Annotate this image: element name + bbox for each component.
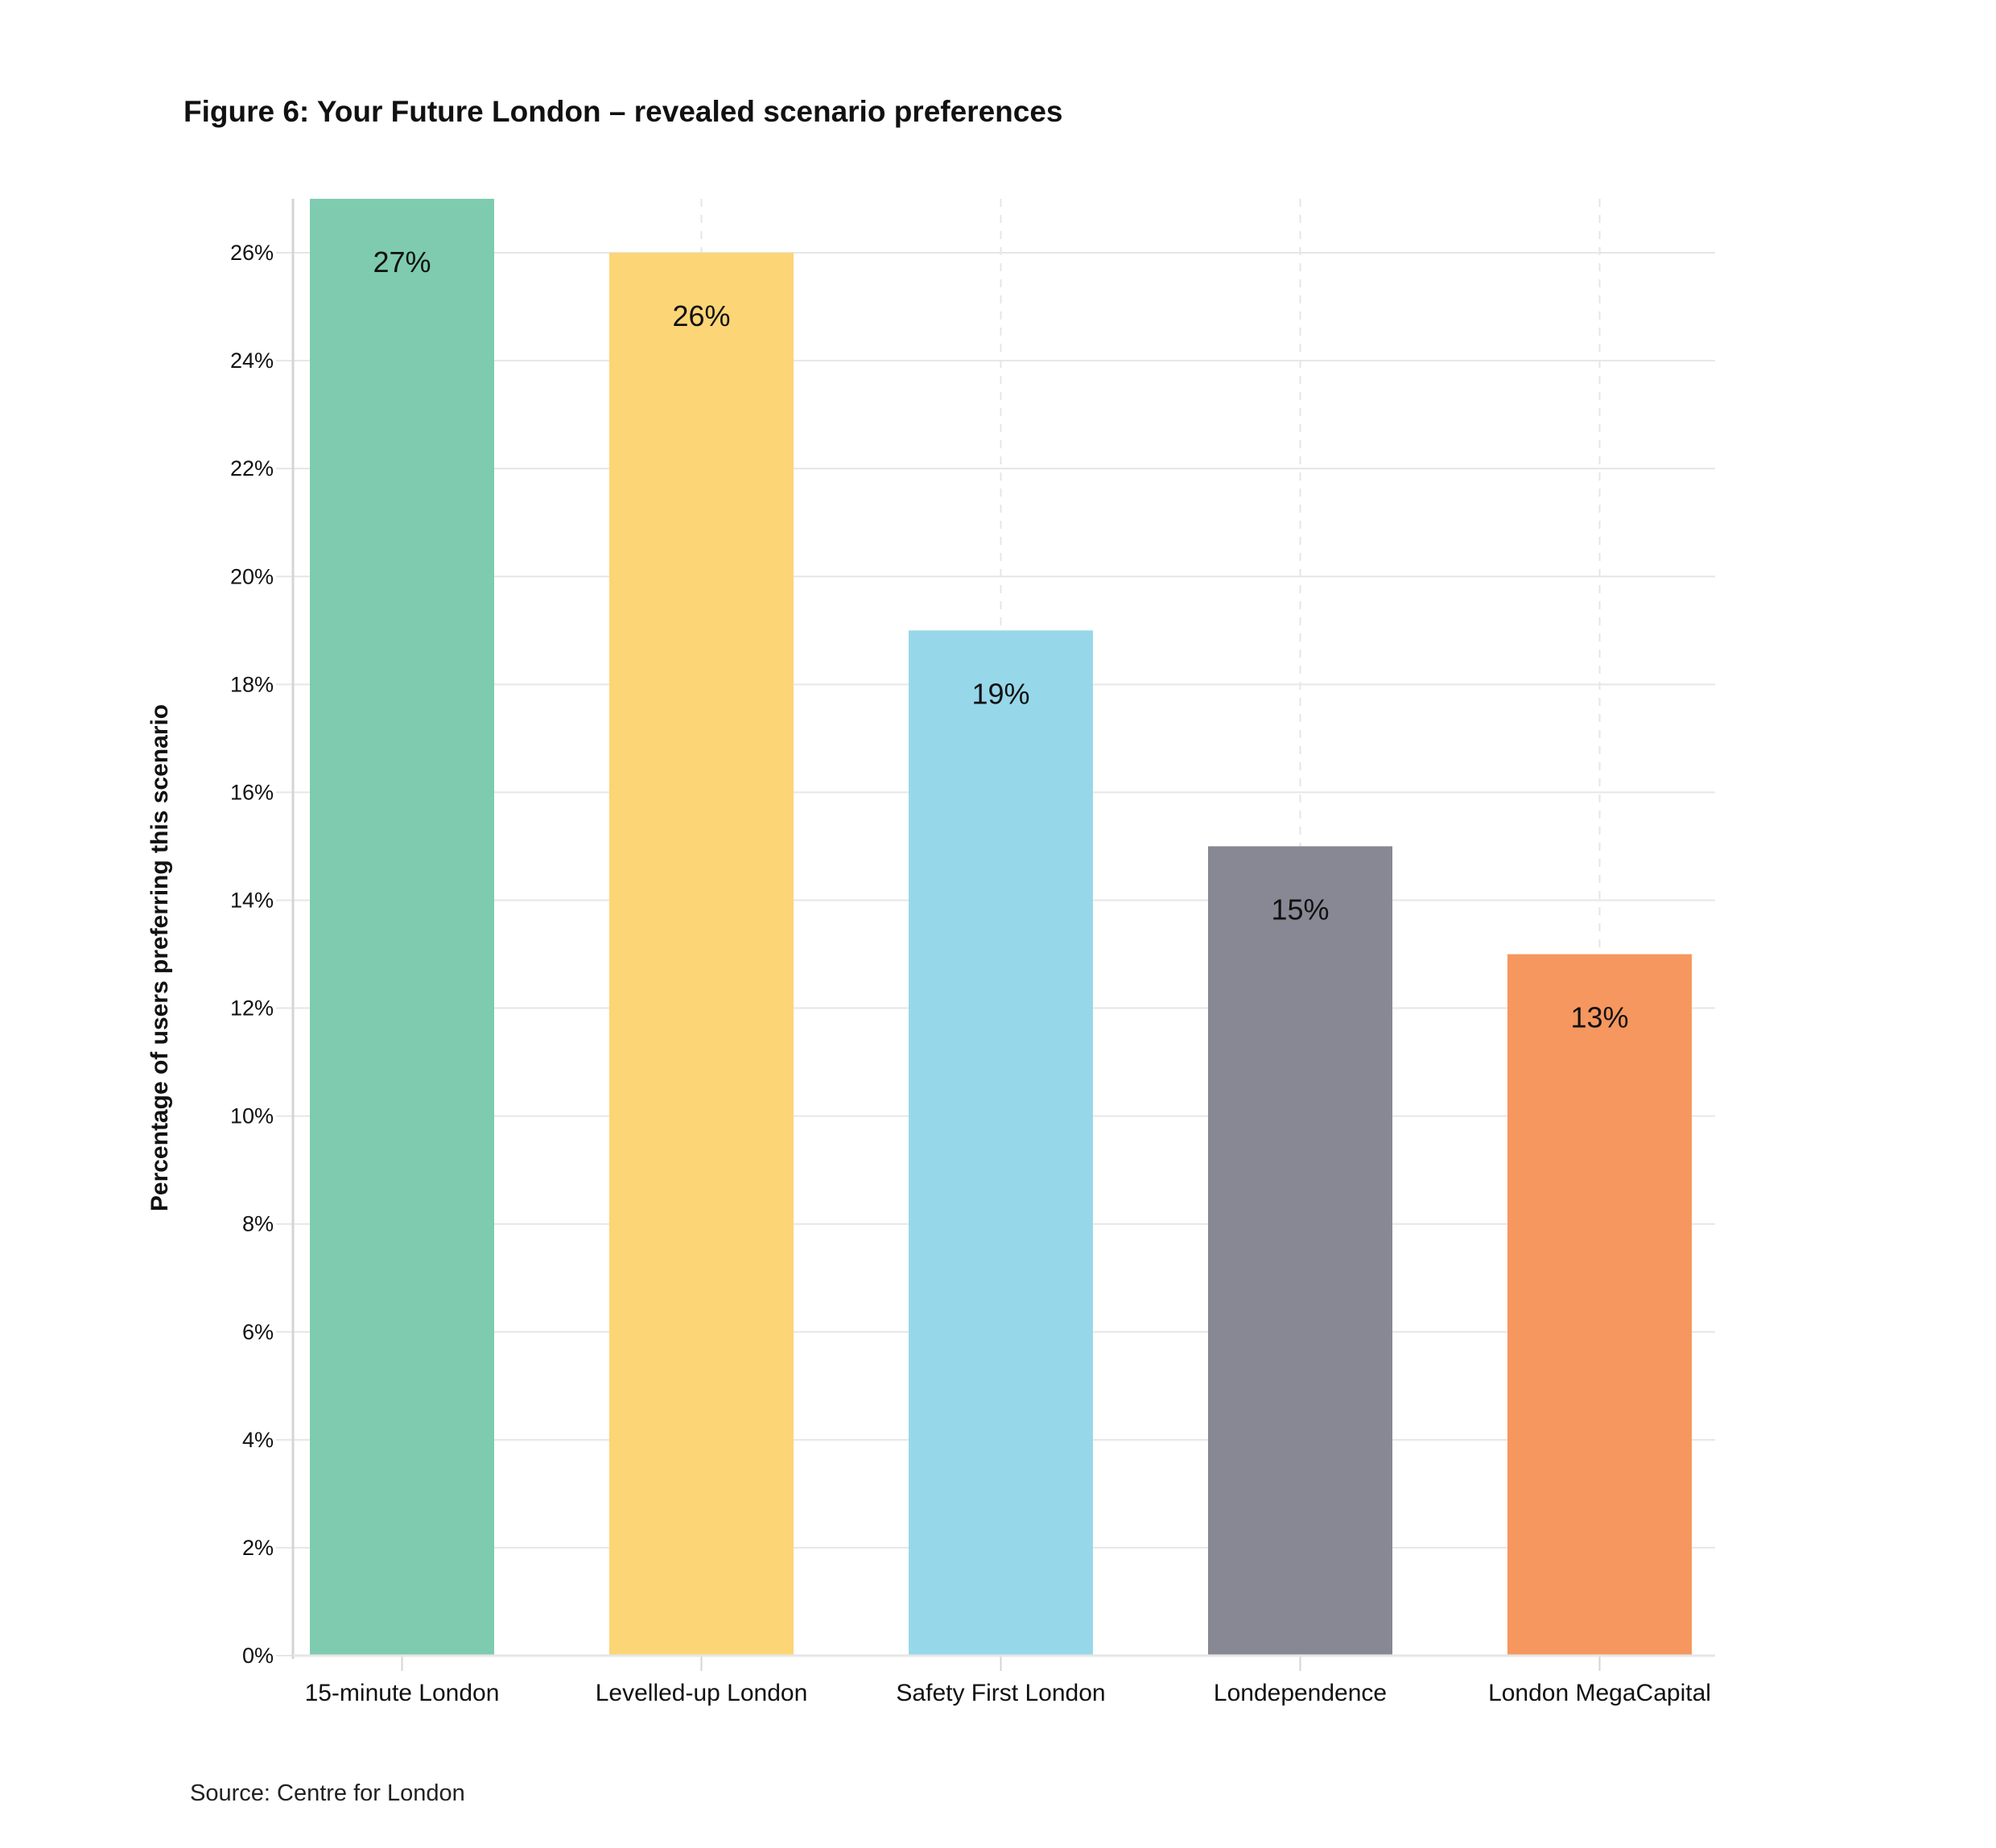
x-tick-label: London MegaCapital xyxy=(1488,1680,1711,1706)
bar-value-label: 13% xyxy=(1570,1001,1628,1034)
y-tick-label: 2% xyxy=(242,1536,274,1560)
bar xyxy=(310,199,494,1656)
bar-value-label: 26% xyxy=(672,299,730,332)
y-tick-label: 10% xyxy=(230,1104,274,1128)
y-tick-label: 14% xyxy=(230,888,274,912)
y-tick-label: 6% xyxy=(242,1320,274,1344)
bar-value-label: 27% xyxy=(373,245,431,278)
x-tick-label: Safety First London xyxy=(896,1680,1105,1706)
source-note: Source: Centre for London xyxy=(190,1780,465,1806)
bar-value-label: 19% xyxy=(971,677,1029,710)
y-tick-label: 26% xyxy=(230,241,274,265)
x-tick-label: 15-minute London xyxy=(305,1680,500,1706)
y-tick-label: 12% xyxy=(230,996,274,1021)
chart-title: Figure 6: Your Future London – revealed … xyxy=(184,95,1063,128)
bar xyxy=(1507,954,1692,1656)
y-tick-label: 0% xyxy=(242,1644,274,1668)
y-tick-label: 4% xyxy=(242,1428,274,1452)
y-tick-label: 24% xyxy=(230,349,274,373)
y-tick-label: 18% xyxy=(230,672,274,696)
y-tick-label: 8% xyxy=(242,1212,274,1236)
y-tick-label: 20% xyxy=(230,564,274,588)
bar xyxy=(609,253,794,1656)
bar xyxy=(1208,846,1392,1656)
y-tick-label: 22% xyxy=(230,456,274,481)
bar-value-label: 15% xyxy=(1271,893,1329,926)
y-tick-label: 16% xyxy=(230,780,274,804)
bar xyxy=(909,630,1093,1656)
x-tick-label: Londependence xyxy=(1214,1680,1387,1706)
x-tick-label: Levelled-up London xyxy=(596,1680,808,1706)
